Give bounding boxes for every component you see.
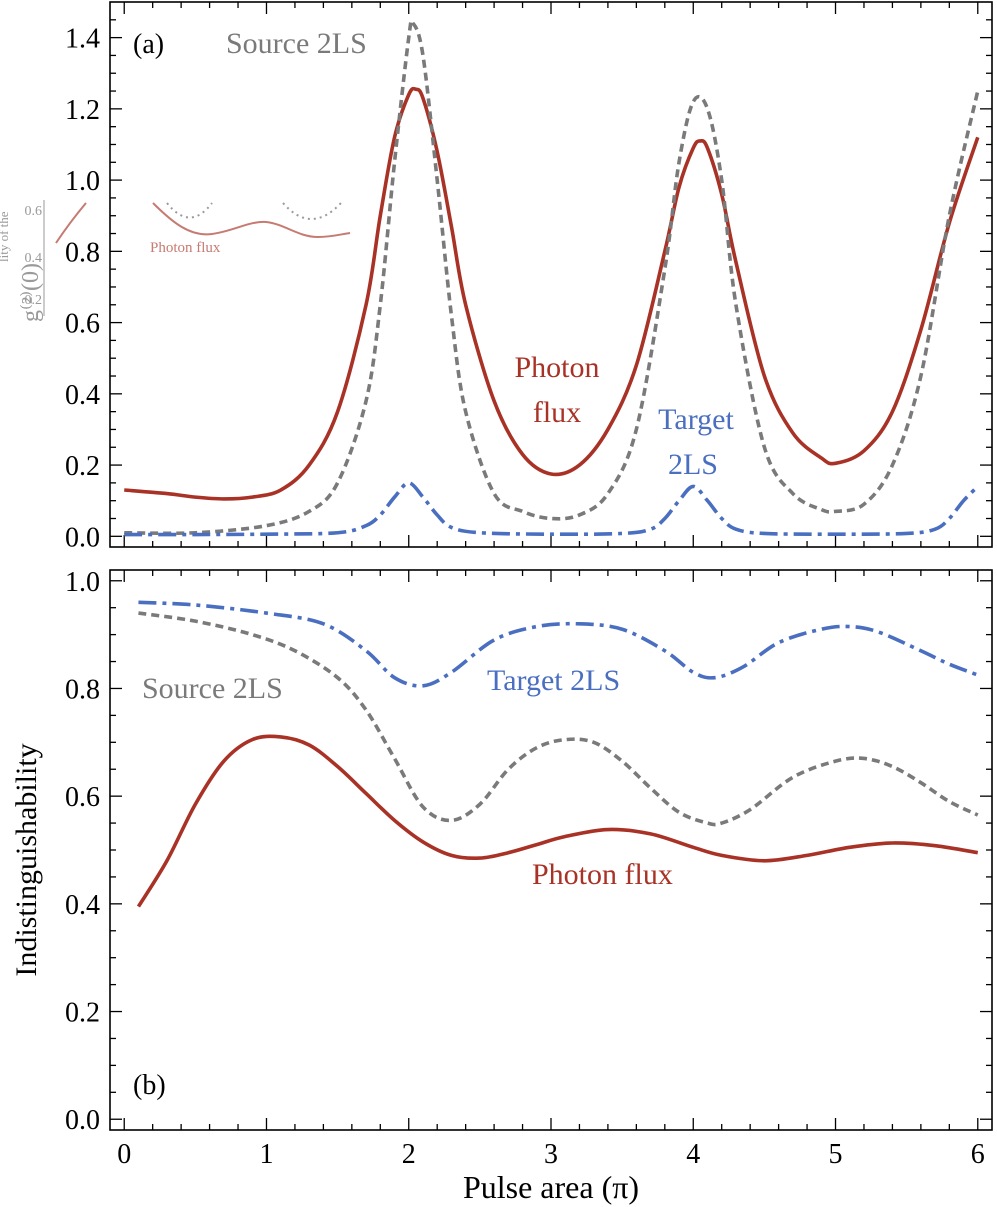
panel-a-inset: lity of the g⁽²⁾(0) 0.6 0.4 0.2 Photon f… <box>0 200 351 322</box>
x-tick-label: 4 <box>686 1139 700 1170</box>
panel-a: 0.0 0.2 0.4 0.6 0.8 1.0 1.2 1.4 lity of the g⁽²… <box>0 1 993 553</box>
y-tick-label-b: 0.0 <box>65 1105 100 1136</box>
series-line-photon-flux-b <box>136 734 979 908</box>
x-tick-label: 6 <box>971 1139 985 1170</box>
y-axis-label: Indistinguishability <box>10 743 43 976</box>
panel-b-series <box>136 600 979 908</box>
label-target-2ls-a-line-1: Target <box>658 403 734 436</box>
x-tick-label: 5 <box>829 1139 843 1170</box>
label-photon-flux-b: Photon flux <box>532 858 673 891</box>
y-tick-label-a: 0.4 <box>65 380 100 411</box>
y-tick-label-b: 0.6 <box>65 782 100 813</box>
inset-tick-label-1: 0.4 <box>25 251 43 266</box>
y-tick-label-a: 0.8 <box>65 237 100 268</box>
inset-red-curve <box>152 202 351 239</box>
x-tick-label: 1 <box>259 1139 273 1170</box>
y-tick-label-a: 0.2 <box>65 451 100 482</box>
y-tick-label-b: 0.4 <box>65 890 100 921</box>
inset-curve-label: Photon flux <box>150 240 221 256</box>
y-tick-label-a: 1.4 <box>65 24 100 55</box>
inset-ylabel-line-1: lity of the <box>0 211 11 262</box>
series-line-photon-flux-a <box>124 86 980 501</box>
x-axis-label: Pulse area (π) <box>463 1169 639 1205</box>
inset-ylabel-line-2: g⁽²⁾(0) <box>18 263 44 322</box>
inset-tick-label-2: 0.2 <box>25 293 43 308</box>
panel-b-ticks: 0.0 0.2 0.4 0.6 0.8 1.0 0 1 2 3 4 5 6 <box>65 567 992 1170</box>
panel-b-label: (b) <box>133 1070 166 1101</box>
y-tick-label-a: 0.0 <box>65 522 100 553</box>
y-tick-label-a: 1.0 <box>65 166 100 197</box>
x-tick-label: 2 <box>402 1139 416 1170</box>
inset-tick-label-0: 0.6 <box>25 204 43 219</box>
label-photon-flux-a-line-2: flux <box>533 396 581 429</box>
inset-red-stub <box>55 202 87 244</box>
label-target-2ls-a-line-2: 2LS <box>668 448 718 481</box>
panel-a-ticks: 0.0 0.2 0.4 0.6 0.8 1.0 1.2 1.4 <box>65 2 992 553</box>
label-source-2ls-b: Source 2LS <box>142 672 283 705</box>
x-tick-label: 0 <box>117 1139 131 1170</box>
label-target-2ls-b: Target 2LS <box>487 664 620 697</box>
inset-dotted-right <box>282 202 342 220</box>
y-tick-label-b: 0.8 <box>65 674 100 705</box>
panel-b-frame <box>109 569 993 1131</box>
y-tick-label-b: 1.0 <box>65 567 100 598</box>
series-line-source-2ls-a <box>124 18 980 536</box>
panel-b: 0.0 0.2 0.4 0.6 0.8 1.0 0 1 2 3 4 5 6 (b) Target 2LS… <box>10 567 993 1205</box>
panel-a-series <box>124 18 980 537</box>
series-line-source-2ls-b <box>138 611 979 827</box>
label-photon-flux-a-line-1: Photon <box>514 351 599 384</box>
panel-a-label: (a) <box>133 29 164 60</box>
series-line-target-2ls-a <box>124 481 980 537</box>
panel-a-frame <box>109 1 993 548</box>
y-tick-label-b: 0.2 <box>65 998 100 1029</box>
inset-dotted-left <box>166 202 213 219</box>
y-tick-label-a: 1.2 <box>65 95 100 126</box>
series-line-target-2ls-b <box>138 600 979 688</box>
x-tick-label: 3 <box>544 1139 558 1170</box>
label-source-2ls-a: Source 2LS <box>226 27 367 60</box>
y-tick-label-a: 0.6 <box>65 309 100 340</box>
